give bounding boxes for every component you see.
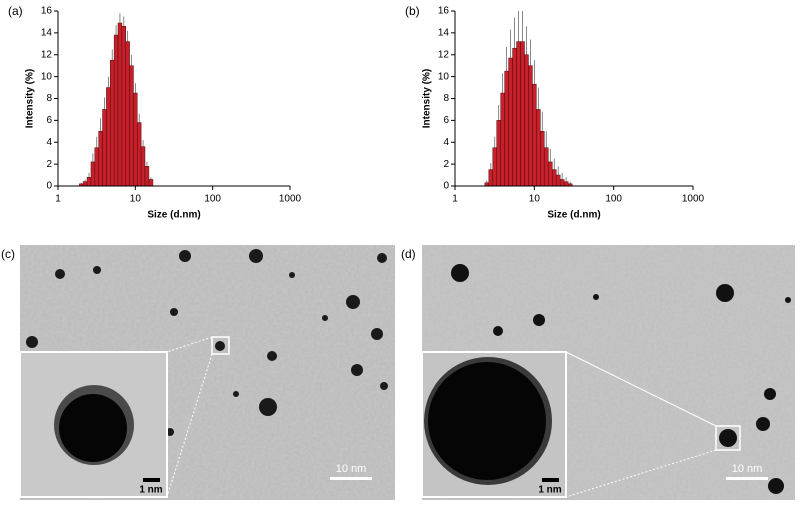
y-tick-label: 2 xyxy=(46,159,52,170)
bar xyxy=(86,177,92,187)
bar xyxy=(113,34,119,187)
bar xyxy=(492,147,497,187)
x-axis-label: Size (d.nm) xyxy=(547,210,600,221)
bar xyxy=(496,120,501,187)
y-tick-label: 6 xyxy=(46,115,52,126)
panel-label: (d) xyxy=(401,247,416,261)
x-tick-label: 10 xyxy=(529,194,541,205)
x-tick-label: 1000 xyxy=(682,194,705,205)
y-tick-label: 16 xyxy=(438,6,450,17)
panel-label: (b) xyxy=(405,4,420,18)
scale-label: 10 nm xyxy=(732,463,763,475)
inset-particle xyxy=(59,394,127,462)
y-tick-label: 2 xyxy=(443,159,449,170)
particles xyxy=(26,249,388,436)
y-tick-label: 6 xyxy=(443,115,449,126)
bar xyxy=(129,65,134,187)
bar xyxy=(98,131,103,187)
zoom-box xyxy=(715,425,741,451)
bar xyxy=(524,54,529,187)
y-tick-label: 14 xyxy=(438,28,450,39)
y-axis-label: Intensity (%) xyxy=(25,69,36,128)
y-tick-label: 4 xyxy=(46,137,52,148)
bar xyxy=(555,174,561,187)
bar xyxy=(512,47,517,187)
y-tick-label: 16 xyxy=(41,6,53,17)
particles xyxy=(451,264,791,494)
panel-label: (c) xyxy=(1,247,15,261)
bar xyxy=(520,41,525,187)
scale-bar xyxy=(726,477,768,480)
bar xyxy=(552,169,557,187)
y-tick-label: 8 xyxy=(46,93,52,104)
bar xyxy=(133,92,138,187)
y-tick-label: 10 xyxy=(438,71,450,82)
inset-scale-bar xyxy=(143,478,160,482)
bar xyxy=(136,122,142,187)
y-tick-label: 0 xyxy=(46,181,52,192)
y-tick-label: 0 xyxy=(443,181,449,192)
bar xyxy=(488,169,494,187)
chart: (b) 0 2 4 6 8 10 12 14 16 1 10 100 1000 Size (d.nm) Int… xyxy=(405,4,705,220)
bar xyxy=(532,84,537,187)
bar xyxy=(82,181,88,187)
bar xyxy=(148,179,154,187)
inset-scale-label: 1 nm xyxy=(139,485,162,496)
bar xyxy=(121,26,127,187)
y-tick-label: 14 xyxy=(41,28,53,39)
bar xyxy=(540,131,545,187)
bar xyxy=(536,109,541,187)
bar xyxy=(559,179,565,187)
zoom-line xyxy=(166,353,213,498)
bar xyxy=(504,70,509,187)
bar xyxy=(516,41,521,187)
bar xyxy=(144,166,150,187)
inset-particle xyxy=(428,362,546,480)
inset-scale-bar xyxy=(542,478,559,482)
bar xyxy=(110,59,115,187)
tem-panel-d: 1 nm 10 nm (d) xyxy=(401,245,795,500)
bar xyxy=(94,147,99,187)
y-tick-label: 10 xyxy=(41,71,53,82)
chart: (a) 0 2 4 6 8 10 12 14 16 1 10 100 1000 Size (d.nm) Int… xyxy=(8,4,302,220)
y-axis-label: Intensity (%) xyxy=(422,69,433,128)
bar xyxy=(500,92,505,187)
bar xyxy=(90,161,96,187)
x-tick-label: 1000 xyxy=(279,194,302,205)
bar xyxy=(140,146,146,187)
bar xyxy=(547,161,553,187)
y-tick-label: 12 xyxy=(438,49,450,60)
zoom-box xyxy=(211,336,230,355)
y-tick-label: 12 xyxy=(41,49,53,60)
zoomed-particle xyxy=(719,429,737,447)
y-tick-label: 8 xyxy=(443,93,449,104)
bar xyxy=(563,181,569,187)
x-tick-label: 100 xyxy=(204,194,221,205)
panel-label: (a) xyxy=(8,4,23,18)
zoom-line xyxy=(565,351,717,427)
y-tick-label: 4 xyxy=(443,137,449,148)
bar xyxy=(543,147,549,187)
scale-bar xyxy=(330,477,372,480)
bar xyxy=(102,109,107,187)
bar xyxy=(117,22,123,187)
x-axis-label: Size (d.nm) xyxy=(147,210,200,221)
x-tick-label: 10 xyxy=(130,194,142,205)
scale-label: 10 nm xyxy=(336,463,367,475)
tem-panel-c: 1 nm 10 nm (c) xyxy=(1,245,395,500)
x-tick-label: 100 xyxy=(605,194,622,205)
bar xyxy=(125,41,130,187)
bar xyxy=(528,65,533,187)
bar xyxy=(508,57,513,187)
x-tick-label: 1 xyxy=(452,194,458,205)
inset-scale-label: 1 nm xyxy=(538,485,561,496)
bar xyxy=(106,87,111,187)
x-tick-label: 1 xyxy=(55,194,61,205)
